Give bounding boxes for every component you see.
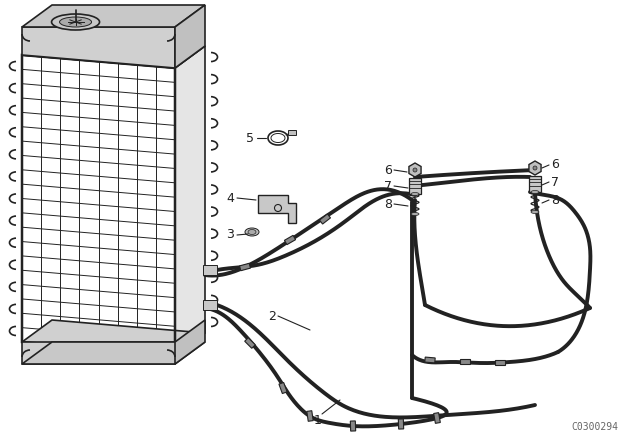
Ellipse shape bbox=[413, 168, 417, 172]
Text: 6: 6 bbox=[551, 159, 559, 172]
Polygon shape bbox=[22, 27, 175, 68]
Polygon shape bbox=[279, 383, 287, 393]
Bar bbox=[288, 130, 296, 135]
Polygon shape bbox=[460, 359, 470, 365]
Polygon shape bbox=[22, 342, 175, 364]
Text: 5: 5 bbox=[246, 132, 254, 145]
Polygon shape bbox=[434, 413, 440, 423]
Ellipse shape bbox=[60, 17, 92, 27]
Ellipse shape bbox=[248, 229, 256, 234]
Polygon shape bbox=[284, 235, 296, 245]
Polygon shape bbox=[495, 361, 505, 366]
Ellipse shape bbox=[531, 190, 539, 194]
Polygon shape bbox=[22, 342, 205, 364]
Text: 7: 7 bbox=[551, 176, 559, 189]
Ellipse shape bbox=[411, 212, 419, 215]
Ellipse shape bbox=[52, 14, 100, 30]
Polygon shape bbox=[22, 320, 205, 355]
Ellipse shape bbox=[411, 193, 419, 195]
Polygon shape bbox=[398, 419, 404, 429]
Text: 1: 1 bbox=[314, 414, 322, 426]
Polygon shape bbox=[319, 214, 330, 224]
Ellipse shape bbox=[533, 166, 537, 170]
Ellipse shape bbox=[531, 211, 539, 214]
Polygon shape bbox=[22, 33, 205, 68]
Text: 2: 2 bbox=[268, 310, 276, 323]
Polygon shape bbox=[425, 357, 435, 363]
Polygon shape bbox=[409, 163, 421, 177]
Polygon shape bbox=[22, 5, 205, 27]
Polygon shape bbox=[244, 338, 255, 348]
Text: 3: 3 bbox=[226, 228, 234, 241]
Polygon shape bbox=[350, 421, 356, 431]
Text: 8: 8 bbox=[384, 198, 392, 211]
Text: 4: 4 bbox=[226, 191, 234, 204]
Text: 7: 7 bbox=[384, 180, 392, 193]
Polygon shape bbox=[175, 5, 205, 68]
Polygon shape bbox=[409, 178, 421, 194]
Polygon shape bbox=[529, 161, 541, 175]
Polygon shape bbox=[258, 195, 296, 223]
Text: 6: 6 bbox=[384, 164, 392, 177]
Text: C0300294: C0300294 bbox=[571, 422, 618, 432]
Polygon shape bbox=[529, 176, 541, 192]
Polygon shape bbox=[175, 320, 205, 364]
Ellipse shape bbox=[245, 228, 259, 236]
Polygon shape bbox=[203, 265, 217, 275]
Polygon shape bbox=[203, 300, 217, 310]
Text: 8: 8 bbox=[551, 194, 559, 207]
Polygon shape bbox=[175, 46, 205, 355]
Polygon shape bbox=[307, 411, 313, 421]
Polygon shape bbox=[239, 263, 250, 271]
